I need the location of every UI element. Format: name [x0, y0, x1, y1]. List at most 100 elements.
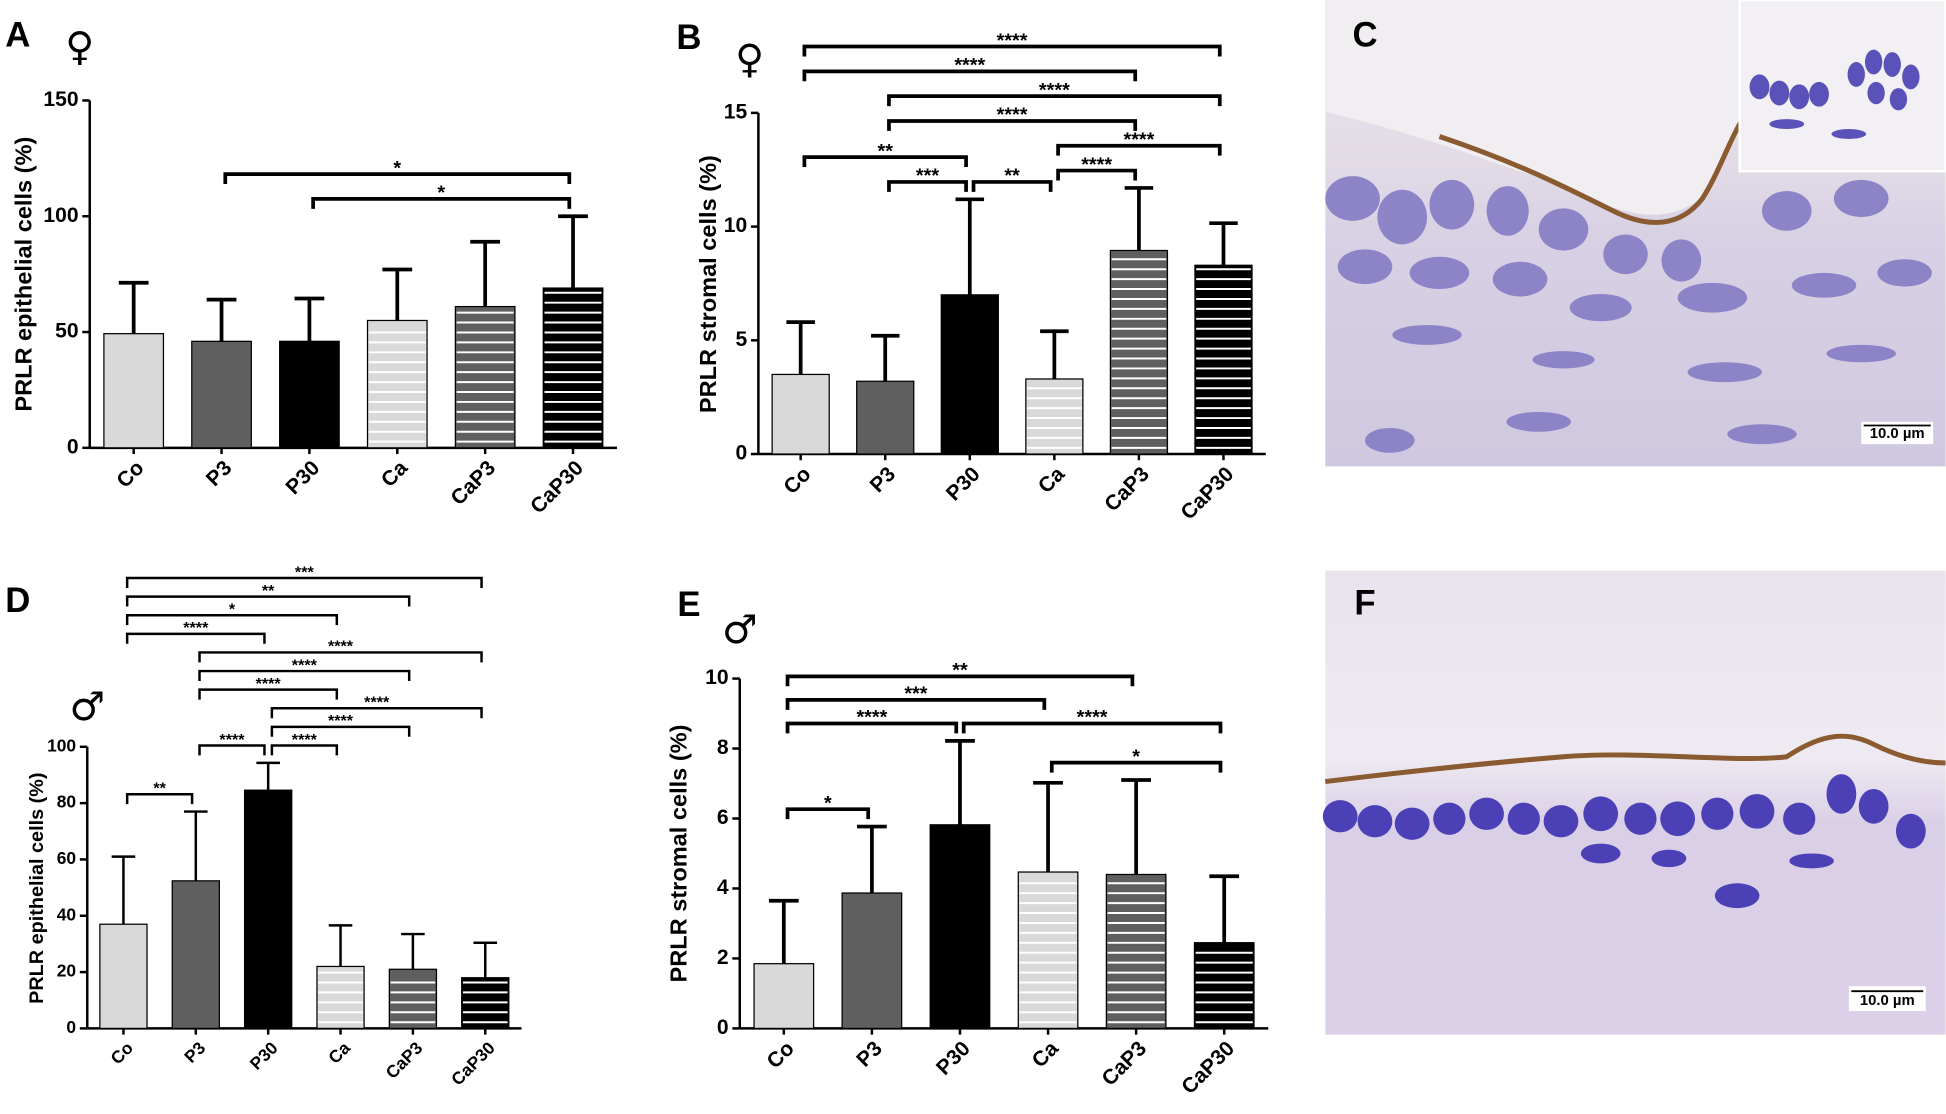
significance-bracket	[802, 69, 1138, 82]
bar	[243, 789, 293, 1030]
significance-bracket	[887, 119, 1138, 131]
panel-label: A	[5, 16, 30, 54]
significance-bracket	[125, 576, 483, 588]
y-tick-label: 0	[67, 435, 79, 458]
sex-symbol: ♂	[722, 607, 758, 653]
significance-label: **	[153, 780, 166, 798]
significance-label: ****	[183, 619, 209, 637]
panel-label: F	[1354, 585, 1375, 623]
panel-label: E	[677, 586, 700, 624]
significance-bracket	[311, 197, 572, 209]
bar	[171, 880, 220, 1030]
panel-label: B	[676, 19, 701, 57]
error-bar	[473, 941, 498, 978]
significance-bracket	[198, 669, 411, 681]
error-bar	[1209, 874, 1240, 943]
significance-label: ****	[256, 675, 282, 693]
error-bar	[382, 267, 413, 321]
bar	[1105, 873, 1167, 1030]
error-bar	[558, 214, 588, 289]
error-bar	[184, 810, 208, 881]
y-axis-label: PRLR stromal cells (%)	[665, 725, 691, 983]
y-tick-label: 80	[57, 792, 76, 812]
significance-label: ***	[295, 563, 315, 581]
x-tick-label: P3	[852, 1037, 887, 1072]
x-tick-label: Ca	[324, 1037, 354, 1067]
significance-bracket	[223, 172, 572, 185]
x-tick-label: P30	[942, 463, 985, 506]
significance-bracket	[1056, 143, 1222, 156]
x-tick-label: CaP30	[447, 1038, 499, 1090]
error-bar	[294, 296, 325, 342]
y-axis-label: PRLR epithelial cells (%)	[26, 773, 48, 1004]
significance-bracket	[785, 807, 871, 820]
bar	[454, 305, 516, 449]
significance-bracket	[1056, 168, 1138, 181]
y-tick-label: 6	[717, 806, 729, 829]
significance-label: **	[1004, 165, 1020, 187]
significance-bracket	[125, 613, 339, 626]
sex-symbol: ♀	[65, 24, 94, 70]
scale-bar-label: 10.0 µm	[1860, 993, 1915, 1009]
significance-bracket	[125, 595, 411, 607]
significance-label: *	[1132, 746, 1140, 768]
bar	[1193, 942, 1255, 1030]
error-bar	[206, 297, 237, 342]
error-bar	[111, 855, 136, 925]
x-tick-label: P30	[932, 1037, 975, 1080]
error-bar	[857, 824, 887, 894]
bar	[103, 333, 165, 449]
significance-bracket	[270, 744, 339, 756]
x-tick-label: CaP3	[447, 456, 501, 510]
significance-label: **	[878, 140, 894, 162]
significance-label: ****	[954, 55, 985, 77]
y-tick-label: 20	[57, 961, 76, 981]
x-tick-label: Ca	[1034, 462, 1070, 498]
x-tick-label: P3	[202, 456, 237, 491]
bar	[279, 340, 340, 449]
micrograph-c: 10.0 µm C	[1325, 0, 1946, 467]
y-tick-label: 100	[43, 204, 78, 227]
significance-label: **	[952, 660, 968, 682]
x-tick-label: CaP3	[1097, 1037, 1151, 1091]
significance-bracket	[785, 721, 959, 734]
significance-label: ***	[916, 165, 939, 187]
error-bar	[1033, 780, 1063, 873]
error-bar	[401, 932, 425, 970]
bar	[753, 963, 815, 1030]
significance-label: ****	[997, 104, 1028, 126]
bar-chart: A ♀ PRLR epithelial cells (%) 0 50 100 150 Co P3…	[5, 16, 617, 518]
x-tick-label: P3	[180, 1037, 209, 1066]
y-tick-label: 60	[57, 848, 76, 868]
y-tick-label: 10	[724, 214, 747, 237]
y-tick-label: 0	[735, 442, 747, 465]
significance-label: **	[262, 582, 275, 600]
x-tick-label: P30	[282, 456, 325, 499]
significance-label: *	[393, 157, 401, 179]
significance-bracket	[887, 180, 968, 192]
bar	[191, 340, 252, 449]
y-axis-label: PRLR stromal cells (%)	[695, 155, 721, 413]
panel-label: D	[5, 582, 30, 620]
bar	[1025, 378, 1084, 455]
sex-symbol: ♂	[69, 684, 105, 730]
error-bar	[955, 197, 985, 295]
bar-chart: D ♂ PRLR epithelial cells (%) 0 20 40 60 80 100 C…	[5, 563, 522, 1090]
bar	[929, 824, 991, 1030]
scale-bar-label: 10.0 µm	[1870, 426, 1925, 442]
significance-label: ***	[904, 683, 927, 705]
x-tick-label: Co	[106, 1038, 137, 1069]
error-bar	[470, 239, 501, 307]
error-bar	[256, 761, 280, 791]
significance-bracket	[125, 792, 194, 805]
x-tick-label: CaP30	[526, 456, 588, 518]
y-tick-label: 50	[55, 320, 78, 343]
significance-label: ****	[1081, 154, 1112, 176]
significance-bracket	[198, 744, 266, 756]
y-axis-label: PRLR epithelial cells (%)	[10, 137, 36, 412]
x-tick-label: P3	[866, 463, 901, 498]
significance-label: ****	[856, 707, 887, 729]
x-tick-label: CaP30	[1177, 1037, 1239, 1099]
y-tick-label: 5	[735, 328, 747, 351]
error-bar	[945, 738, 975, 825]
